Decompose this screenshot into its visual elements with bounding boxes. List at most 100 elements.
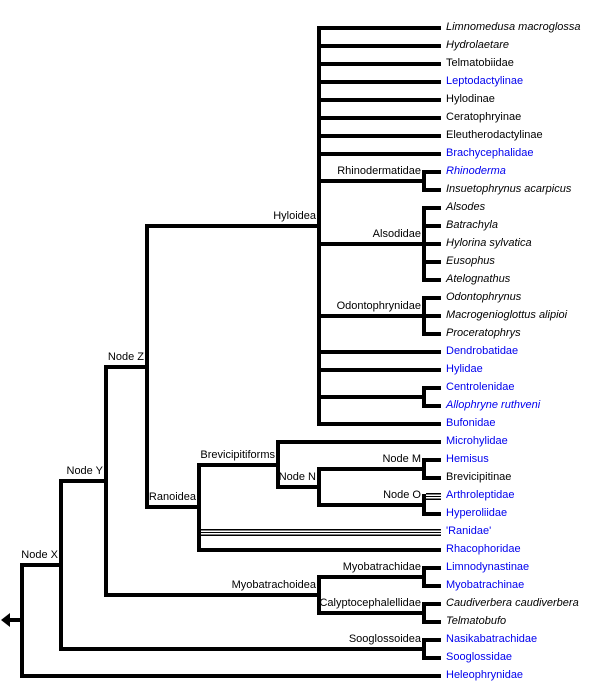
taxon-label-ranidae: 'Ranidae': [446, 525, 492, 537]
branch-to-odontophrynidae: [317, 314, 426, 318]
taxon-label-batrachyla: Batrachyla: [446, 219, 498, 231]
taxon-label-rhinoderma: Rhinoderma: [446, 165, 506, 177]
clade-vertical-brevicipitiforms: [276, 440, 280, 489]
branch-to-hydrolaetare: [317, 44, 441, 48]
clade-vertical-clade: [422, 386, 426, 408]
branch-to-brevicipitiforms: [197, 462, 280, 467]
branch-to-nasikabatrachidae: [422, 638, 441, 642]
taxon-label-nasikabatrachidae: Nasikabatrachidae: [446, 633, 538, 645]
branch-to-batrachyla: [422, 224, 441, 228]
taxon-label-hemisus: Hemisus: [446, 453, 489, 465]
clade-label-sooglossoidea: Sooglossoidea: [348, 633, 421, 645]
branch-to-leptodactylinae: [317, 80, 441, 84]
branch-to-sooglossoidea: [59, 647, 426, 651]
clade-label-myobatrachidae: Myobatrachidae: [342, 561, 421, 573]
taxon-label-limnomedusa-macroglossa: Limnomedusa macroglossa: [446, 21, 581, 33]
taxon-label-hyperoliidae: Hyperoliidae: [446, 507, 508, 519]
branch-to-node-x: [20, 562, 63, 567]
taxon-label-hylidae: Hylidae: [446, 363, 483, 375]
branch-to-centrolenidae: [422, 386, 441, 390]
clade-vertical-node-x: [59, 478, 63, 651]
taxon-label-arthroleptidae: Arthroleptidae: [446, 489, 515, 501]
taxon-label-hylodinae: Hylodinae: [446, 93, 495, 105]
clade-label-node-y: Node Y: [66, 464, 104, 477]
clade-vertical-ranoidea: [197, 462, 201, 552]
branch-to-alsodidae: [317, 242, 426, 246]
taxon-label-limnodynastinae: Limnodynastinae: [446, 561, 530, 573]
branch-to-node-m: [317, 467, 426, 471]
branch-to-hyloidea: [145, 224, 321, 228]
branch-to-node-y: [59, 478, 108, 483]
branch-to-hyperoliidae: [422, 512, 441, 516]
taxon-label-centrolenidae: Centrolenidae: [446, 381, 515, 393]
taxon-label-allophryne-ruthveni: Allophryne ruthveni: [446, 399, 541, 411]
clade-vertical-myobatrachidae: [422, 566, 426, 588]
clade-label-odontophrynidae: Odontophrynidae: [336, 300, 421, 312]
taxon-label-bufonidae: Bufonidae: [446, 417, 496, 429]
root-branch: [9, 618, 24, 623]
taxon-label-telmatobiidae: Telmatobiidae: [446, 57, 514, 69]
taxon-label-insuetophrynus-acarpicus: Insuetophrynus acarpicus: [446, 183, 572, 195]
clade-label-ranoidea: Ranoidea: [148, 491, 196, 504]
clade-label-myobatrachoidea: Myobatrachoidea: [231, 579, 316, 591]
branch-to-rhacophoridae: [197, 548, 441, 552]
taxon-label-hylorina-sylvatica: Hylorina sylvatica: [446, 237, 532, 249]
clade-label-node-n: Node N: [278, 471, 316, 483]
taxon-label-sooglossidae: Sooglossidae: [446, 651, 513, 663]
branch-to-brevicipitinae: [422, 476, 441, 480]
taxon-label-leptodactylinae: Leptodactylinae: [446, 75, 524, 87]
clade-label-brevicipitiforms: Brevicipitiforms: [200, 448, 275, 461]
clade-label-rhinodermatidae: Rhinodermatidae: [337, 165, 421, 177]
taxon-label-myobatrachinae: Myobatrachinae: [446, 579, 525, 591]
branch-to-calyptocephalellidae: [317, 611, 426, 615]
branch-to-atelognathus: [422, 278, 441, 282]
clade-vertical-sooglossoidea: [422, 638, 426, 660]
taxon-label-dendrobatidae: Dendrobatidae: [446, 345, 519, 357]
taxon-label-alsodes: Alsodes: [446, 201, 486, 213]
branch-to-rhinodermatidae: [317, 179, 426, 183]
clade-label-alsodidae: Alsodidae: [372, 228, 421, 240]
taxon-label-brachycephalidae: Brachycephalidae: [446, 147, 534, 159]
branch-to-clade: [317, 395, 426, 399]
clade-vertical-node-m: [422, 458, 426, 480]
branch-to-sooglossidae: [422, 656, 441, 660]
branch-to-bufonidae: [317, 422, 441, 426]
branch-to-telmatobiidae: [317, 62, 441, 66]
branch-to-alsodes: [422, 206, 441, 210]
branch-to-odontophrynus: [422, 296, 441, 300]
branch-to-limnomedusa-macroglossa: [317, 26, 441, 30]
branch-to-heleophrynidae: [20, 674, 441, 678]
root-arrow-icon: [1, 613, 10, 628]
branch-to-myobatrachinae: [422, 584, 441, 588]
branch-to-insuetophrynus-acarpicus: [422, 188, 441, 192]
clade-label-hyloidea: Hyloidea: [273, 210, 316, 222]
taxon-label-caudiverbera-caudiverbera: Caudiverbera caudiverbera: [446, 597, 579, 609]
clade-vertical-calyptocephalellidae: [422, 602, 426, 624]
clade-label-node-m: Node M: [382, 453, 421, 465]
branch-to-rhinoderma: [422, 170, 441, 174]
clade-label-node-x: Node X: [21, 548, 58, 561]
branch-to-telmatobufo: [422, 620, 441, 624]
hatched-branch-arthroleptidae: [426, 492, 441, 500]
taxon-label-rhacophoridae: Rhacophoridae: [446, 543, 521, 555]
branch-to-node-n: [276, 485, 321, 489]
taxon-label-ceratophryinae: Ceratophryinae: [446, 111, 522, 123]
clade-label-node-z: Node Z: [107, 350, 144, 363]
taxon-label-hydrolaetare: Hydrolaetare: [446, 39, 509, 51]
branch-to-eusophus: [422, 260, 441, 264]
clade-vertical-node-y: [104, 364, 108, 597]
branch-to-hylorina-sylvatica: [422, 242, 441, 246]
clade-label-node-o: Node O: [383, 489, 421, 501]
hatched-branch-ranidae: [201, 528, 441, 536]
branch-to-myobatrachoidea: [104, 593, 321, 597]
clade-label-calyptocephalellidae: Calyptocephalellidae: [319, 597, 421, 609]
taxon-label-atelognathus: Atelognathus: [446, 273, 511, 285]
branch-to-dendrobatidae: [317, 350, 441, 354]
taxon-label-proceratophrys: Proceratophrys: [446, 327, 521, 339]
branch-to-myobatrachidae: [317, 575, 426, 579]
taxon-label-telmatobufo: Telmatobufo: [446, 615, 507, 627]
branch-to-brachycephalidae: [317, 152, 441, 156]
branch-to-limnodynastinae: [422, 566, 441, 570]
taxon-label-odontophrynus: Odontophrynus: [446, 291, 522, 303]
